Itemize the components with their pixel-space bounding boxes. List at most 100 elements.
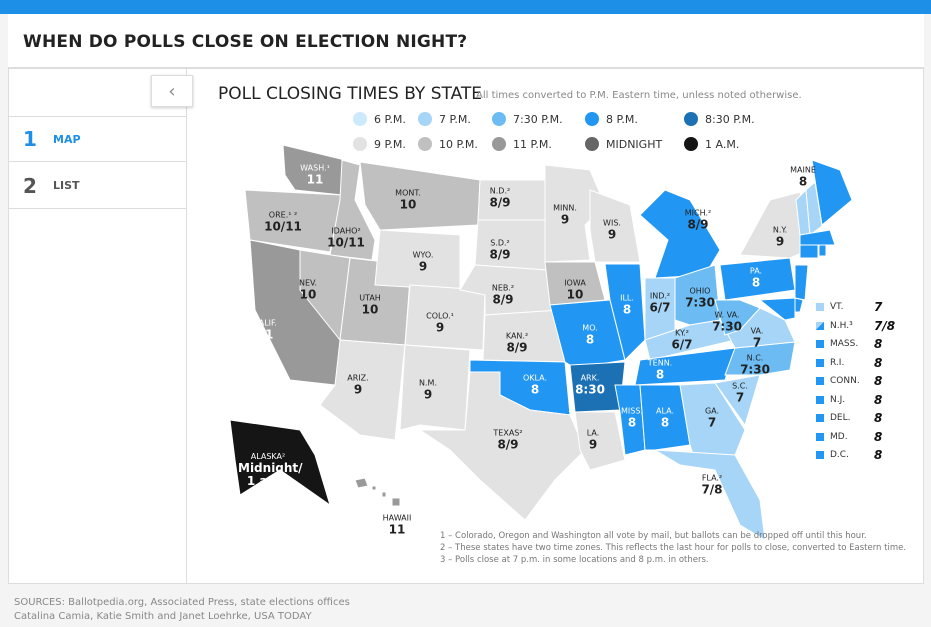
- state-name: PA.: [749, 266, 763, 276]
- state-label: NEV. 10: [299, 279, 317, 302]
- state-time: 10/11: [327, 235, 365, 250]
- state-mi[interactable]: [639, 189, 721, 279]
- footnote: 2 – These states have two time zones. Th…: [440, 543, 907, 553]
- state-al[interactable]: [639, 384, 691, 451]
- state-name: TEXAS²: [493, 428, 523, 438]
- state-tn[interactable]: [634, 347, 736, 386]
- state-fl[interactable]: [654, 449, 766, 541]
- legend-label: 8 P.M.: [606, 112, 638, 126]
- legend-label: 8:30 P.M.: [705, 112, 755, 126]
- state-name: MICH.²: [684, 208, 712, 218]
- state-wv[interactable]: [714, 299, 761, 336]
- state-swatch: [816, 340, 824, 348]
- state-sc[interactable]: [714, 374, 761, 427]
- page-title: WHEN DO POLLS CLOSE ON ELECTION NIGHT?: [23, 32, 468, 52]
- state-sd[interactable]: [474, 219, 548, 271]
- state-hi-island[interactable]: [371, 485, 377, 491]
- state-name: VA.: [750, 326, 764, 336]
- state-name: KAN.²: [505, 331, 529, 341]
- state-label: PA. 8: [750, 267, 762, 290]
- state-swatch: [816, 321, 824, 330]
- state-time: 8/9: [492, 292, 514, 307]
- sidebar: 1 MAP 2 LIST: [9, 69, 187, 583]
- northeast-legend-row: R.I. 8: [816, 356, 886, 370]
- legend-swatch: [353, 112, 367, 126]
- state-time: 6/7: [649, 300, 671, 315]
- tab-map[interactable]: 1 MAP: [9, 116, 187, 162]
- state-time: 8/9: [506, 340, 528, 355]
- state-hi[interactable]: [354, 477, 369, 489]
- state-name: LA.: [586, 428, 600, 438]
- state-md[interactable]: [758, 297, 796, 321]
- state-wa[interactable]: [282, 144, 346, 196]
- state-name: W. VA.: [714, 310, 740, 320]
- state-id[interactable]: [329, 159, 376, 261]
- state-label: WIS. 9: [603, 219, 621, 242]
- state-time: 10: [361, 302, 379, 317]
- state-time: 8: [627, 415, 637, 430]
- state-name: MD.: [830, 431, 848, 442]
- state-mt[interactable]: [359, 161, 481, 231]
- state-time: 7:30: [712, 319, 742, 334]
- tab-number: 1: [23, 127, 37, 151]
- legend-swatch: [684, 137, 698, 151]
- state-ms[interactable]: [614, 384, 646, 456]
- state-me[interactable]: [811, 159, 853, 226]
- legend-label: 6 P.M.: [374, 112, 406, 126]
- state-label: N.D.² 8/9: [489, 187, 510, 210]
- legend-item: MIDNIGHT: [585, 137, 662, 151]
- state-time: 11: [256, 327, 274, 342]
- state-time: 8: [655, 367, 665, 382]
- state-or[interactable]: [244, 189, 343, 253]
- state-il[interactable]: [604, 263, 646, 361]
- legend-label: 11 P.M.: [513, 137, 552, 151]
- state-nj[interactable]: [794, 264, 809, 301]
- state-label: KAN.² 8/9: [506, 332, 528, 355]
- map-subtitle: All times converted to P.M. Eastern time…: [476, 90, 802, 101]
- legend-swatch: [492, 112, 506, 126]
- state-de[interactable]: [794, 297, 804, 313]
- state-name: HAWAII: [382, 513, 412, 523]
- state-time: 8: [751, 275, 761, 290]
- state-name: TENN.: [647, 358, 673, 368]
- state-label: MICH.² 8/9: [685, 209, 711, 232]
- state-label: LA. 9: [587, 429, 600, 452]
- state-name: N.Y.: [772, 225, 788, 235]
- state-nm[interactable]: [399, 344, 471, 431]
- legend-label: MIDNIGHT: [606, 137, 663, 151]
- tab-label: MAP: [53, 132, 81, 146]
- state-time: 8: [622, 302, 632, 317]
- state-label: MONT. 10: [395, 189, 421, 212]
- state-ma[interactable]: [799, 229, 836, 246]
- state-label: WYO. 9: [413, 251, 434, 274]
- state-time: 7:30: [685, 295, 715, 310]
- state-nc[interactable]: [724, 341, 796, 376]
- footnote: 1 – Colorado, Oregon and Washington all …: [440, 531, 867, 541]
- state-tx[interactable]: [418, 371, 586, 521]
- legend-item: 9 P.M.: [353, 137, 406, 151]
- state-wi[interactable]: [589, 189, 641, 263]
- state-hi-island[interactable]: [391, 497, 401, 507]
- legend-label: 1 A.M.: [705, 137, 740, 151]
- state-hi-island[interactable]: [381, 491, 387, 498]
- state-nd[interactable]: [477, 179, 546, 221]
- state-time: 9: [353, 382, 363, 397]
- state-name: CONN.: [830, 376, 860, 386]
- state-name: KY.²: [675, 328, 689, 338]
- state-label: ARIZ. 9: [347, 374, 368, 397]
- state-label: ORE.¹ ² 10/11: [264, 211, 302, 234]
- state-la[interactable]: [574, 411, 626, 471]
- state-name: WYO.: [412, 250, 434, 260]
- state-ct[interactable]: [799, 244, 819, 259]
- northeast-legend-row: MASS. 8: [816, 337, 886, 351]
- state-label: NEB.² 8/9: [492, 284, 514, 307]
- collapse-sidebar-button[interactable]: ‹: [151, 75, 193, 107]
- state-ak[interactable]: [229, 419, 331, 507]
- sources-text: SOURCES: Ballotpedia.org, Associated Pre…: [14, 597, 350, 608]
- state-name: R.I.: [830, 357, 845, 368]
- tab-list[interactable]: 2 LIST: [9, 163, 187, 209]
- state-nh[interactable]: [805, 181, 823, 236]
- state-swatch: [816, 414, 824, 422]
- state-ri[interactable]: [818, 244, 827, 257]
- state-name: WIS.: [603, 218, 621, 228]
